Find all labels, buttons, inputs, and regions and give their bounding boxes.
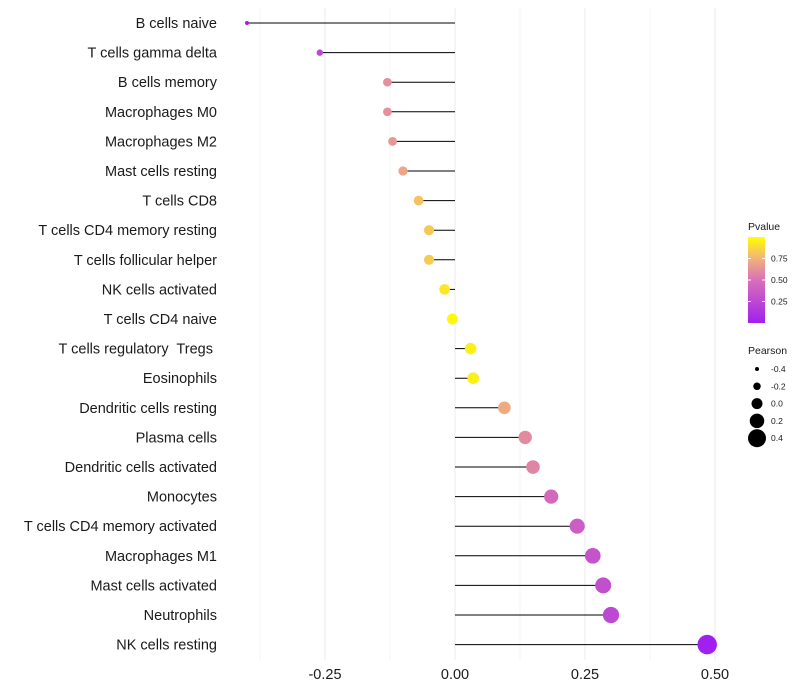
- lollipop-point: [398, 166, 408, 176]
- category-label: Dendritic cells activated: [65, 460, 217, 476]
- pvalue-legend-label: 0.50: [771, 275, 788, 285]
- lollipop-point: [413, 195, 424, 206]
- lollipop-point: [423, 225, 435, 236]
- pearson-legend-title: Pearson: [748, 345, 787, 357]
- lollipop-point: [316, 49, 324, 56]
- category-label: NK cells resting: [116, 638, 217, 654]
- lollipop-point: [383, 77, 392, 87]
- lollipop-point: [439, 284, 450, 295]
- pearson-legend-point: [751, 398, 763, 410]
- category-label: T cells CD4 memory activated: [24, 519, 217, 535]
- pvalue-colorbar: [748, 237, 765, 323]
- pearson-legend-point: [749, 413, 765, 429]
- pearson-legend-label: -0.2: [771, 381, 786, 391]
- grid: [259, 8, 716, 660]
- category-label: T cells follicular helper: [74, 253, 217, 269]
- x-axis-ticks: -0.25 0.00 0.25 0.50: [308, 667, 729, 683]
- pearson-legend-point: [748, 429, 766, 448]
- category-label: Macrophages M1: [105, 549, 217, 565]
- category-label: T cells CD8: [142, 194, 217, 210]
- category-label: Dendritic cells resting: [79, 401, 217, 417]
- lollipop-point: [388, 136, 398, 146]
- category-label: Mast cells activated: [90, 578, 217, 594]
- pearson-legend-label: 0.0: [771, 399, 783, 409]
- lollipop-point: [526, 460, 540, 474]
- lollipop-point: [383, 107, 392, 117]
- pvalue-legend-label: 0.75: [771, 254, 788, 264]
- lollipop-point: [569, 518, 585, 534]
- category-label: Macrophages M0: [105, 105, 217, 121]
- x-tick-label: 0.50: [701, 667, 729, 683]
- category-label: NK cells activated: [102, 282, 217, 298]
- pearson-legend-label: -0.4: [771, 364, 786, 374]
- pearson-legend-label: 0.2: [771, 416, 783, 426]
- category-label: B cells naive: [136, 16, 217, 32]
- x-tick-label: -0.25: [308, 667, 341, 683]
- x-tick-label: 0.25: [571, 667, 599, 683]
- lollipop-point: [595, 577, 612, 594]
- lollipop-point: [584, 547, 601, 564]
- stems: [247, 22, 708, 646]
- pearson-legend-point: [755, 367, 759, 371]
- lollipop-point: [544, 489, 559, 504]
- pearson-legend-label: 0.4: [771, 433, 783, 443]
- lollipop-point: [498, 401, 511, 415]
- category-label: Monocytes: [147, 490, 217, 506]
- category-label: Mast cells resting: [105, 164, 217, 180]
- pvalue-legend-label: 0.25: [771, 297, 788, 307]
- category-label: T cells gamma delta: [88, 46, 218, 62]
- category-labels: B cells naive T cells gamma delta B cells …: [24, 16, 218, 654]
- category-label: T cells CD4 naive: [104, 312, 217, 328]
- lollipop-point: [697, 634, 717, 655]
- lollipop-point: [467, 372, 480, 385]
- pearson-legend: Pearson -0.4 -0.2 0.0 0.2 0.4: [748, 345, 787, 448]
- category-label: Macrophages M2: [105, 134, 217, 150]
- category-label: Eosinophils: [143, 371, 217, 387]
- pvalue-legend: Pvalue 0.25 0.50 0.75: [748, 221, 788, 323]
- pearson-legend-point: [753, 382, 761, 391]
- category-label: Plasma cells: [136, 430, 217, 446]
- category-label: Neutrophils: [144, 608, 217, 624]
- points: [245, 21, 717, 655]
- category-label: T cells regulatory Tregs: [59, 342, 218, 358]
- pvalue-legend-title: Pvalue: [748, 221, 780, 233]
- lollipop-point: [518, 430, 532, 445]
- lollipop-point: [446, 313, 458, 325]
- category-label: B cells memory: [118, 75, 218, 91]
- lollipop-point: [245, 21, 249, 25]
- lollipop-point: [423, 254, 435, 265]
- lollipop-point: [464, 342, 477, 355]
- x-tick-label: 0.00: [441, 667, 469, 683]
- lollipop-point: [602, 606, 620, 624]
- category-label: T cells CD4 memory resting: [38, 223, 217, 239]
